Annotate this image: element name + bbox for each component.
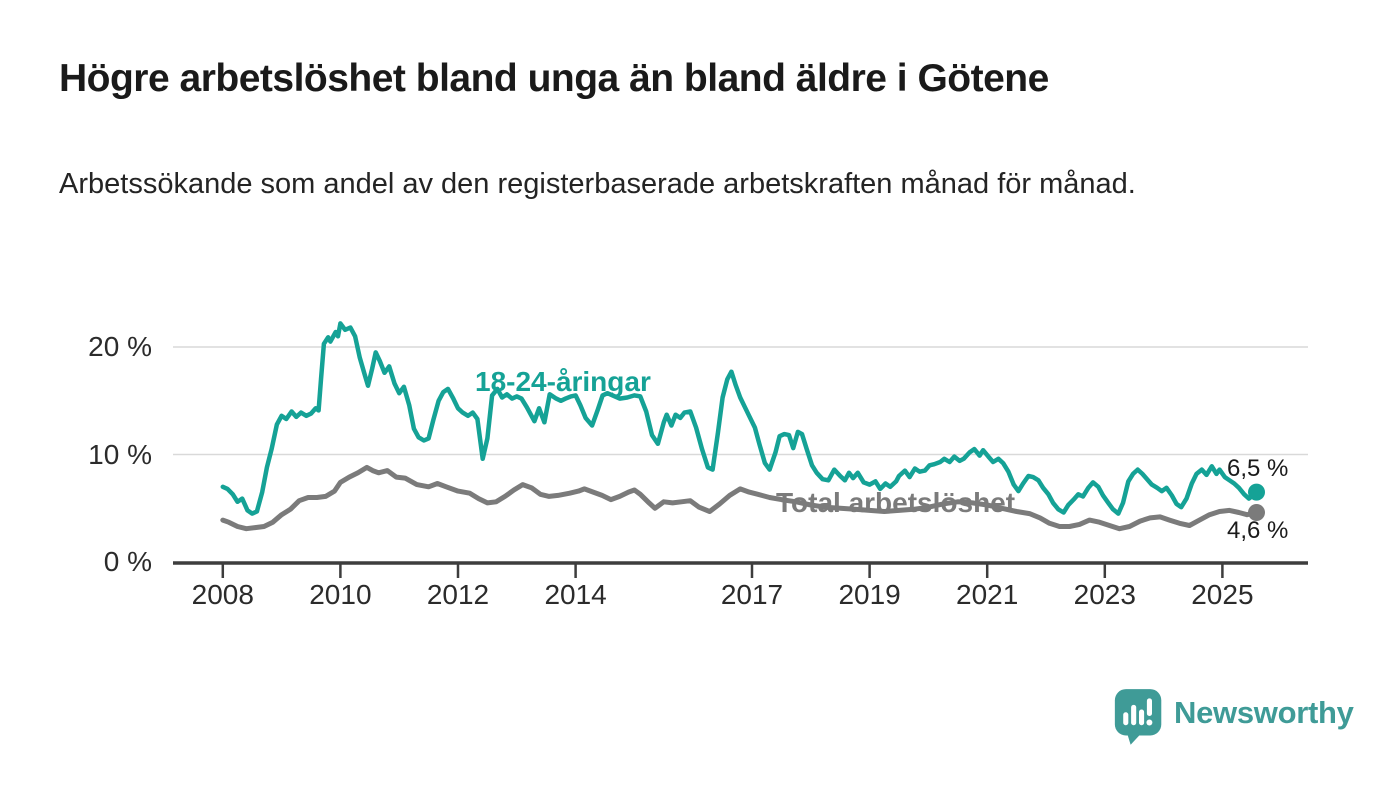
x-axis-tick-label: 2017 bbox=[720, 579, 784, 610]
series-label-young: 18-24-åringar bbox=[475, 366, 651, 397]
x-axis-tick-label: 2021 bbox=[956, 579, 1019, 610]
page-title: Högre arbetslöshet bland unga än bland ä… bbox=[59, 57, 1049, 100]
newsworthy-logo: Newsworthy bbox=[1113, 686, 1354, 746]
y-axis-tick-label: 20 % bbox=[88, 331, 152, 362]
x-axis-tick-label: 2023 bbox=[1073, 579, 1136, 610]
chart-subtitle: Arbetssökande som andel av den registerb… bbox=[59, 168, 1136, 200]
x-axis-tick-label: 2025 bbox=[1191, 579, 1254, 610]
latest-value-label-total: 4,6 % bbox=[1227, 517, 1289, 544]
x-axis-tick-label: 2019 bbox=[838, 579, 901, 610]
series-label-total: Total arbetslöshet bbox=[776, 487, 1016, 518]
x-axis-tick-label: 2008 bbox=[191, 579, 254, 610]
bar-chart-speech-bubble-icon bbox=[1114, 689, 1162, 745]
newsworthy-logo-text: Newsworthy bbox=[1174, 695, 1354, 730]
x-axis-tick-label: 2010 bbox=[309, 579, 372, 610]
latest-value-label-young: 6,5 % bbox=[1227, 455, 1289, 482]
y-axis-tick-label: 0 % bbox=[103, 546, 152, 577]
x-axis-tick-label: 2014 bbox=[544, 579, 607, 610]
y-axis-tick-label: 10 % bbox=[88, 438, 152, 470]
x-axis-tick-label: 2012 bbox=[426, 579, 490, 610]
